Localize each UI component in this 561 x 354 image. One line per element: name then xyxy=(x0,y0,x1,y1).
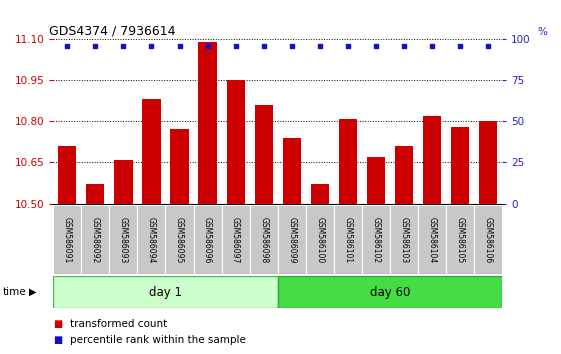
Text: GDS4374 / 7936614: GDS4374 / 7936614 xyxy=(49,25,175,38)
Bar xyxy=(81,205,109,274)
Bar xyxy=(58,146,76,204)
Text: transformed count: transformed count xyxy=(70,319,167,329)
Bar xyxy=(479,121,497,204)
Text: GSM586103: GSM586103 xyxy=(399,217,408,263)
Bar xyxy=(311,184,329,204)
Bar xyxy=(137,205,165,274)
Text: GSM586106: GSM586106 xyxy=(484,217,493,263)
Bar xyxy=(53,276,278,308)
Text: GSM586100: GSM586100 xyxy=(315,217,324,263)
Bar xyxy=(250,205,278,274)
Text: percentile rank within the sample: percentile rank within the sample xyxy=(70,335,246,345)
Text: day 1: day 1 xyxy=(149,286,182,298)
Bar xyxy=(278,276,502,308)
Bar xyxy=(194,205,222,274)
Text: GSM586099: GSM586099 xyxy=(287,217,296,263)
Text: ▶: ▶ xyxy=(29,287,36,297)
Text: GSM586094: GSM586094 xyxy=(147,217,156,263)
Text: ■: ■ xyxy=(53,335,62,345)
Text: GSM586105: GSM586105 xyxy=(456,217,465,263)
Bar xyxy=(339,119,357,204)
Bar xyxy=(227,80,245,204)
Text: %: % xyxy=(537,27,547,37)
Bar xyxy=(199,42,217,204)
Bar xyxy=(283,138,301,204)
Bar xyxy=(390,205,418,274)
Text: GSM586098: GSM586098 xyxy=(259,217,268,263)
Bar xyxy=(278,205,306,274)
Bar xyxy=(446,205,474,274)
Text: GSM586097: GSM586097 xyxy=(231,217,240,263)
Bar xyxy=(423,116,441,204)
Text: ■: ■ xyxy=(53,319,62,329)
Bar xyxy=(142,99,160,204)
Text: GSM586095: GSM586095 xyxy=(175,217,184,263)
Bar xyxy=(474,205,502,274)
Text: day 60: day 60 xyxy=(370,286,410,298)
Bar xyxy=(306,205,334,274)
Bar xyxy=(165,205,194,274)
Bar xyxy=(418,205,446,274)
Text: GSM586096: GSM586096 xyxy=(203,217,212,263)
Bar xyxy=(255,105,273,204)
Text: GSM586092: GSM586092 xyxy=(91,217,100,263)
Text: GSM586093: GSM586093 xyxy=(119,217,128,263)
Bar xyxy=(222,205,250,274)
Bar xyxy=(367,157,385,204)
Bar xyxy=(334,205,362,274)
Bar xyxy=(451,127,469,204)
Text: GSM586104: GSM586104 xyxy=(427,217,436,263)
Bar xyxy=(395,146,413,204)
Bar xyxy=(171,130,188,204)
Text: GSM586091: GSM586091 xyxy=(63,217,72,263)
Bar xyxy=(362,205,390,274)
Bar xyxy=(86,184,104,204)
Bar xyxy=(114,160,132,204)
Bar xyxy=(109,205,137,274)
Text: GSM586102: GSM586102 xyxy=(371,217,380,263)
Bar xyxy=(53,205,81,274)
Text: GSM586101: GSM586101 xyxy=(343,217,352,263)
Text: time: time xyxy=(3,287,26,297)
